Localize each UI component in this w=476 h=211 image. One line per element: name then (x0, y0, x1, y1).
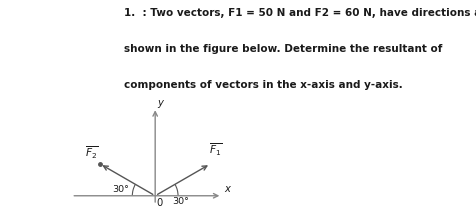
Text: 30°: 30° (112, 185, 129, 194)
Text: x: x (225, 184, 230, 194)
Text: 30°: 30° (172, 197, 189, 206)
Text: components of vectors in the x-axis and y-axis.: components of vectors in the x-axis and … (124, 80, 403, 90)
Text: 0: 0 (157, 198, 163, 208)
Text: y: y (158, 98, 163, 108)
Text: $\overline{F_2}$: $\overline{F_2}$ (85, 144, 98, 161)
Text: $\overline{F_1}$: $\overline{F_1}$ (209, 142, 222, 158)
Text: 1.  : Two vectors, F1 = 50 N and F2 = 60 N, have directions as: 1. : Two vectors, F1 = 50 N and F2 = 60 … (124, 8, 476, 18)
Text: shown in the figure below. Determine the resultant of: shown in the figure below. Determine the… (124, 44, 442, 54)
